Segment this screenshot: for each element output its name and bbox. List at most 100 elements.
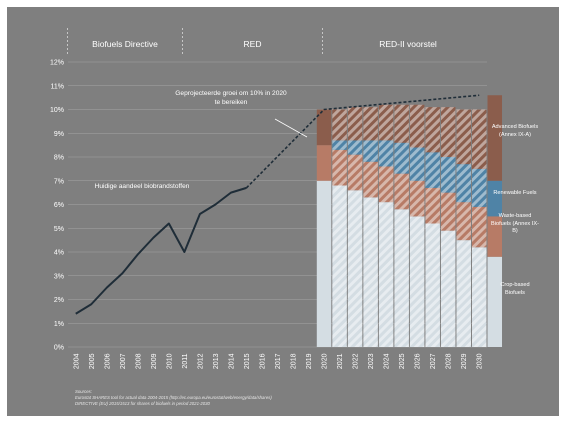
x-tick-label: 2004: [73, 353, 80, 369]
x-tick-label: 2012: [197, 353, 204, 369]
bar-hatch: [394, 173, 409, 210]
bar-hatch: [471, 168, 487, 207]
y-tick-label: 4%: [54, 250, 64, 257]
y-axis-labels: 0% 1% 2% 3% 4% 5% 6% 7% 8% 9% 10% 11% 12%: [50, 60, 64, 352]
y-tick-label: 0%: [54, 345, 64, 352]
bar-hatch: [440, 230, 456, 347]
x-tick-label: 2014: [228, 353, 235, 369]
x-tick-label: 2019: [306, 353, 313, 369]
x-tick-label: 2008: [135, 353, 142, 369]
bar-hatch: [378, 104, 394, 141]
projected-growth-line: [245, 94, 480, 189]
bar-hatch: [456, 202, 471, 241]
x-tick-label: 2028: [446, 353, 453, 369]
series-lines: [75, 94, 480, 315]
label-waste-based-biofuels: Waste-based Biofuels (Annex IX-B): [491, 213, 539, 235]
x-tick-label: 2022: [353, 353, 360, 369]
slide: 0% 1% 2% 3% 4% 5% 6% 7% 8% 9% 10% 11% 12% 2004 2005 20…: [7, 7, 559, 416]
bar-segment: [487, 180, 503, 217]
bar-hatch: [440, 157, 456, 193]
bar-hatch: [456, 240, 471, 347]
phase-label-red: RED: [243, 39, 262, 49]
bar-hatch: [456, 109, 471, 165]
bar-hatch: [425, 223, 440, 347]
x-tick-label: 2017: [275, 353, 282, 369]
bar-hatch: [425, 107, 440, 153]
y-tick-label: 1%: [54, 321, 64, 328]
current-share-annotation: Huidige aandeel biobrandstoffen: [94, 183, 190, 190]
bar-hatch: [378, 202, 394, 347]
bar-hatch: [409, 104, 425, 148]
bar-hatch: [425, 152, 440, 188]
bar-hatch: [440, 107, 456, 157]
x-axis-labels: 2004 2005 2006 2007 2008 2009 2010 2011 2012 2013…: [73, 353, 483, 369]
x-tick-label: 2027: [430, 353, 437, 369]
bar-hatch: [332, 149, 347, 186]
x-tick-label: 2005: [89, 353, 96, 369]
phase-label-biofuels-directive: Biofuels Directive: [92, 39, 158, 49]
sources-line-2: DIRECTIVE (EU) 2015/1513 for shares of b…: [75, 401, 210, 406]
label-advanced-biofuels: Advanced Biofuels (Annex IX-A): [491, 124, 539, 138]
x-tick-label: 2009: [151, 353, 158, 369]
x-tick-label: 2016: [259, 353, 266, 369]
label-crop-based-biofuels: Crop-based Biofuels: [500, 282, 530, 296]
bar-hatch: [332, 185, 347, 347]
stacked-bars: [316, 95, 503, 347]
y-tick-label: 9%: [54, 131, 64, 138]
projection-annotation: Geprojecteerde groei om 10% in 2020 te b…: [175, 90, 287, 106]
x-tick-label: 2011: [182, 353, 189, 368]
x-tick-label: 2018: [291, 353, 298, 369]
bar-hatch: [347, 140, 363, 155]
x-tick-label: 2021: [337, 353, 344, 369]
bar-hatch: [471, 109, 487, 169]
x-tick-label: 2026: [415, 353, 422, 369]
bar-hatch: [347, 154, 363, 191]
y-tick-label: 3%: [54, 273, 64, 280]
x-tick-label: 2029: [461, 353, 468, 369]
bar-segment: [487, 216, 503, 257]
x-tick-label: 2007: [120, 353, 127, 369]
bar-hatch: [378, 166, 394, 203]
y-tick-label: 8%: [54, 155, 64, 162]
y-tick-label: 6%: [54, 202, 64, 209]
bar-hatch: [347, 190, 363, 347]
bar-hatch: [363, 140, 378, 162]
bar-hatch: [471, 206, 487, 248]
bar-segment: [487, 95, 503, 181]
bar-hatch: [332, 109, 347, 141]
historical-share-line: [75, 186, 247, 315]
bar-hatch: [394, 104, 409, 143]
label-renewable-fuels: Renewable Fuels: [493, 190, 537, 196]
y-tick-label: 10%: [50, 107, 64, 114]
bar-hatch: [440, 192, 456, 231]
bar-hatch: [409, 180, 425, 217]
x-tick-label: 2030: [477, 353, 484, 369]
bar-segment: [316, 180, 332, 347]
y-tick-label: 5%: [54, 226, 64, 233]
x-tick-label: 2025: [399, 353, 406, 369]
bar-segment: [487, 256, 503, 347]
x-tick-label: 2006: [104, 353, 111, 369]
bar-hatch: [456, 164, 471, 203]
phase-label-red-ii: RED-II voorstel: [379, 39, 437, 49]
bar-hatch: [409, 147, 425, 181]
y-tick-label: 12%: [50, 60, 64, 67]
bar-segment: [316, 145, 332, 181]
x-tick-label: 2023: [368, 353, 375, 369]
chart: 0%1%2%3%4%5%6%7%8%9%10%11%12% 2004 2005 20…: [50, 28, 503, 369]
bar-hatch: [378, 140, 394, 167]
x-tick-label: 2020: [322, 353, 329, 369]
bar-segment: [316, 109, 332, 146]
sources-heading: Sources:: [75, 389, 92, 394]
bar-hatch: [394, 209, 409, 347]
bar-hatch: [471, 247, 487, 347]
x-tick-label: 2024: [384, 353, 391, 369]
bar-hatch: [394, 142, 409, 174]
bar-hatch: [347, 107, 363, 141]
y-tick-label: 2%: [54, 297, 64, 304]
bar-hatch: [332, 140, 347, 150]
x-tick-label: 2013: [213, 353, 220, 369]
bar-hatch: [363, 107, 378, 141]
x-tick-label: 2015: [244, 353, 251, 369]
x-tick-label: 2010: [166, 353, 173, 369]
